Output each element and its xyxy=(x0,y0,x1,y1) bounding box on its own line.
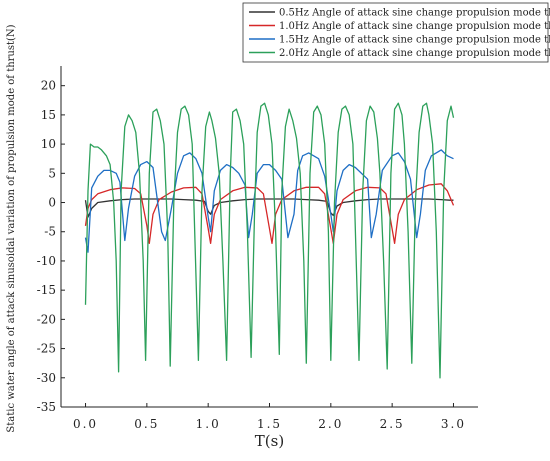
axes-layer xyxy=(60,66,478,408)
x-tick-label: 2.0 xyxy=(318,417,343,431)
x-tick-label: 1.0 xyxy=(196,417,221,431)
x-tick-label: 2.5 xyxy=(380,417,405,431)
y-ticks: -35 -30 -25 -20 -15 -10 -5 0 5 10 15 20 xyxy=(37,79,65,414)
y-tick-label: -35 xyxy=(37,400,56,414)
y-tick-label: -15 xyxy=(37,283,56,297)
x-tick-label: 0.0 xyxy=(73,417,98,431)
legend-box xyxy=(242,2,549,63)
series-layer xyxy=(84,102,455,379)
series-line-4 xyxy=(84,102,455,379)
y-tick-label: -10 xyxy=(37,254,56,268)
y-tick-label: 20 xyxy=(41,79,56,93)
legend-label: 2.0Hz Angle of attack sine change propul… xyxy=(279,48,550,59)
legend-label: 1.0Hz Angle of attack sine change propul… xyxy=(279,21,550,32)
x-tick-label: 0.5 xyxy=(134,417,159,431)
y-tick-label: 0 xyxy=(48,196,56,210)
y-axis-title: Static water angle of attack sinusoidal … xyxy=(6,24,17,432)
x-tick-label: 1.5 xyxy=(257,417,282,431)
x-tick-label: 3.0 xyxy=(441,417,466,431)
y-tick-label: 10 xyxy=(41,137,56,151)
legend: 0.5Hz Angle of attack sine change propul… xyxy=(242,2,550,63)
y-tick-label: 5 xyxy=(48,166,56,180)
y-tick-label: 15 xyxy=(41,108,56,122)
series-line-2 xyxy=(84,183,455,245)
y-tick-label: -25 xyxy=(37,342,56,356)
x-ticks: 0.0 0.5 1.0 1.5 2.0 2.5 3.0 xyxy=(73,403,466,431)
legend-label: 0.5Hz Angle of attack sine change propul… xyxy=(279,8,550,19)
legend-label: 1.5Hz Angle of attack sine change propul… xyxy=(279,35,550,46)
y-tick-label: -5 xyxy=(44,225,56,239)
y-tick-label: -30 xyxy=(37,371,56,385)
x-axis-title: T(s) xyxy=(255,432,284,450)
y-tick-label: -20 xyxy=(37,312,56,326)
